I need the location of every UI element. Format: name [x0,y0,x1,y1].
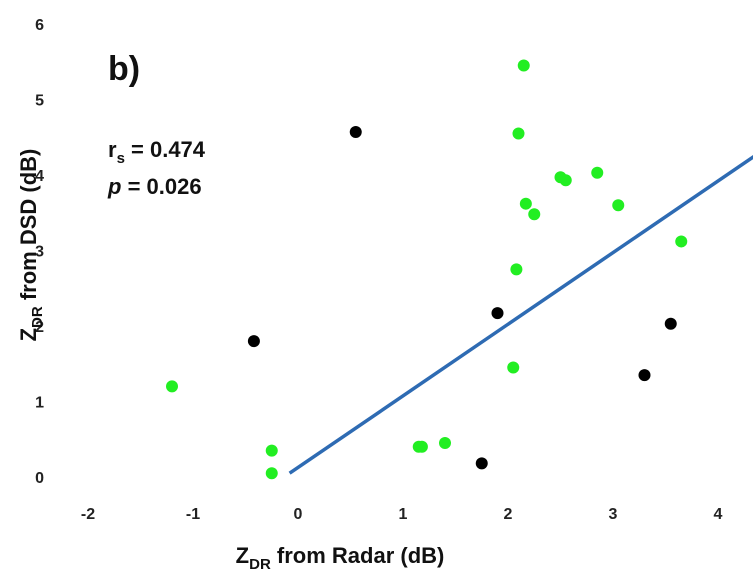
x-tick-label: -1 [186,506,200,523]
green-data-point [512,127,525,140]
green-data-point [612,199,625,212]
y-tick-label: 6 [35,17,44,34]
y-tick-label: 2 [35,319,44,336]
green-data-point [528,208,541,221]
x-tick-label: -2 [81,506,95,523]
x-tick-label: 3 [609,506,618,523]
green-data-point [510,263,523,276]
green-data-point [265,444,278,457]
regression-line [288,155,753,475]
stat-r: rs = 0.474 [108,137,206,167]
green-data-point [591,166,604,179]
black-data-point [638,369,651,382]
x-tick-label: 4 [714,506,723,523]
green-data-point [517,59,530,72]
green-data-point [265,467,278,480]
black-data-point [491,307,504,320]
black-data-point [664,317,677,330]
regression-line-group [288,155,753,475]
green-data-point [415,440,428,453]
green-data-point [675,235,688,248]
black-data-point [349,125,362,138]
y-tick-label: 0 [35,470,44,487]
y-tick-label: 1 [35,395,44,412]
black-data-point [247,335,260,348]
panel-label: b) [108,50,140,88]
black-data-point [475,457,488,470]
green-data-point [439,437,451,450]
green-data-point [507,361,520,374]
x-axis-label: ZDR from Radar (dB) [236,543,445,573]
x-axis-ticks: -2 -1 0 1 2 3 4 [81,506,723,523]
data-points [166,59,688,480]
x-tick-label: 2 [504,506,513,523]
y-tick-label: 5 [35,93,44,110]
x-tick-label: 0 [294,506,303,523]
y-axis-ticks: 0 1 2 3 4 5 6 [35,17,44,487]
y-tick-label: 3 [35,244,44,261]
x-tick-label: 1 [399,506,408,523]
green-data-point [519,197,532,210]
y-axis-label: ZDR from DSD (dB) [16,149,46,342]
green-data-point [559,174,572,187]
y-tick-label: 4 [35,168,44,185]
stat-p: p = 0.026 [107,174,202,199]
green-data-point [166,380,178,393]
